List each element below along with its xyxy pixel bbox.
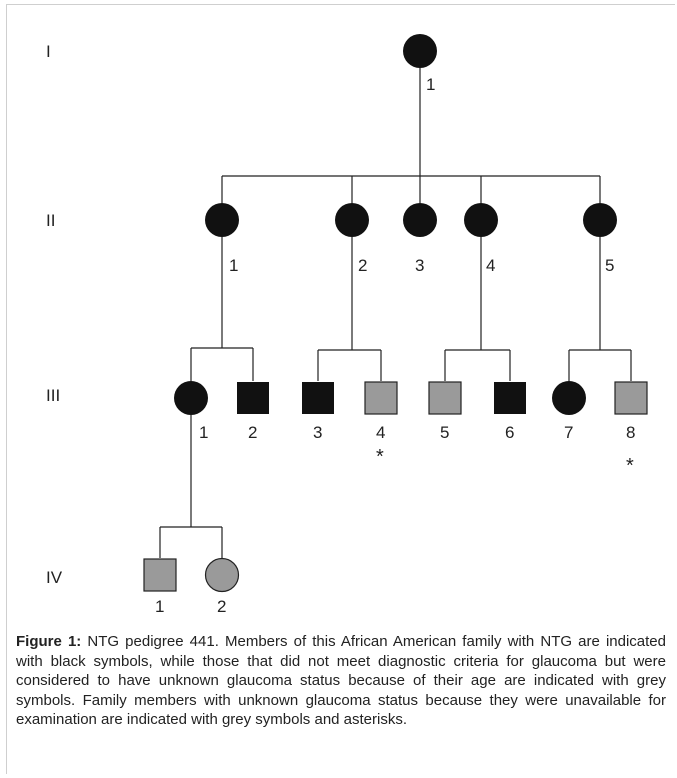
individual-II-3-label: 3 <box>415 256 424 275</box>
individual-III-7-label: 7 <box>564 423 573 442</box>
individual-III-6-label: 6 <box>505 423 514 442</box>
individual-II-3-symbol <box>403 203 437 237</box>
figure-caption: Figure 1: NTG pedigree 441. Members of t… <box>16 632 666 730</box>
individual-III-8-label: 8 <box>626 423 635 442</box>
individual-IV-1-label: 1 <box>155 597 164 616</box>
individual-III-4-symbol <box>364 381 398 415</box>
individual-III-2-label: 2 <box>248 423 257 442</box>
pedigree-lines <box>159 68 632 558</box>
generation-label-I: I <box>46 42 51 61</box>
figure-frame <box>6 4 675 774</box>
individual-labels: 1 1 2 3 4 5 1 2 3 4 5 6 7 8 * * 1 2 <box>155 75 635 616</box>
individual-II-5-symbol <box>583 203 617 237</box>
individual-III-4-asterisk: * <box>376 446 384 468</box>
individual-III-5-label: 5 <box>440 423 449 442</box>
individual-II-2-symbol <box>335 203 369 237</box>
generation-label-II: II <box>46 211 55 230</box>
individual-III-1-symbol <box>174 381 208 415</box>
individual-III-4-label: 4 <box>376 423 385 442</box>
individual-III-3-symbol <box>302 382 334 414</box>
individual-IV-1-symbol <box>143 558 177 592</box>
individual-II-4-symbol <box>464 203 498 237</box>
individual-II-2-label: 2 <box>358 256 367 275</box>
individual-I-1-label: 1 <box>426 75 435 94</box>
individual-II-5-label: 5 <box>605 256 614 275</box>
generation-label-IV: IV <box>46 568 63 587</box>
caption-text: NTG pedigree 441. Members of this Africa… <box>16 633 666 728</box>
individual-II-4-label: 4 <box>486 256 495 275</box>
individual-III-8-asterisk: * <box>626 455 634 477</box>
pedigree-chart: I II III IV 1 1 2 3 4 5 1 2 3 4 5 6 <box>46 34 648 616</box>
individual-IV-2-label: 2 <box>217 597 226 616</box>
individual-III-1-label: 1 <box>199 423 208 442</box>
individual-III-6-symbol <box>494 382 526 414</box>
individual-I-1-symbol <box>403 34 437 68</box>
individual-III-3-label: 3 <box>313 423 322 442</box>
individual-III-8-symbol <box>614 381 648 415</box>
generation-labels: I II III IV <box>46 42 63 587</box>
individual-III-7-symbol <box>552 381 586 415</box>
individual-symbols <box>143 34 648 593</box>
generation-label-III: III <box>46 386 60 405</box>
individual-II-1-label: 1 <box>229 256 238 275</box>
individual-III-2-symbol <box>237 382 269 414</box>
caption-label: Figure 1: <box>16 633 82 650</box>
individual-III-5-symbol <box>428 381 462 415</box>
individual-IV-2-symbol <box>204 557 240 593</box>
individual-II-1-symbol <box>205 203 239 237</box>
